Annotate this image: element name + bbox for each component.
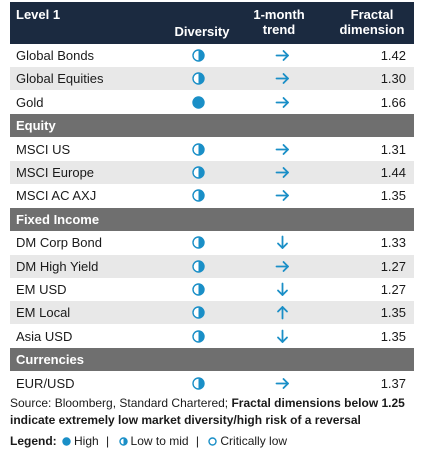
arrow-right-icon	[274, 164, 291, 181]
header-trend-line1: 1-month	[253, 7, 305, 22]
header-level1: Level 1	[16, 7, 61, 22]
asset-name: MSCI US	[16, 141, 71, 157]
low-to-mid-diversity-icon	[192, 49, 205, 62]
fractal-value: 1.66	[380, 94, 406, 110]
asset-name: Global Equities	[16, 71, 104, 87]
arrow-right-icon	[274, 375, 291, 392]
low-to-mid-diversity-icon	[192, 189, 205, 203]
legend-sep-2: |	[195, 434, 200, 448]
fractal-value: 1.31	[380, 141, 406, 157]
section-header: Fixed Income	[10, 207, 414, 231]
arrow-right-icon	[274, 70, 291, 87]
legend-critically-low: Critically low	[220, 434, 288, 448]
fractal-value: 1.27	[380, 258, 406, 274]
table-header: Level 1 Diversity 1-month trend Fractal …	[10, 2, 414, 44]
low-to-mid-diversity-icon	[118, 437, 128, 446]
arrow-right-icon	[274, 141, 291, 158]
asset-name: EM Local	[16, 305, 71, 321]
fractal-value: 1.42	[380, 48, 406, 63]
table-row: Asia USD 1.35	[10, 325, 414, 348]
legend-label: Legend:	[10, 434, 57, 448]
fractal-value: 1.27	[380, 282, 406, 297]
fractal-value: 1.35	[380, 305, 406, 321]
fractal-value: 1.33	[380, 235, 406, 251]
section-header: Currencies	[10, 348, 414, 372]
header-fractal: Fractal dimension	[332, 7, 412, 37]
section-title: Currencies	[16, 352, 84, 368]
asset-name: EUR/USD	[16, 375, 75, 391]
fractal-value: 1.35	[380, 188, 406, 204]
low-to-mid-diversity-icon	[192, 72, 205, 86]
high-diversity-icon	[192, 96, 205, 109]
low-to-mid-diversity-icon	[192, 166, 205, 179]
legend-high: High	[74, 434, 99, 448]
table-row: EUR/USD 1.37	[10, 372, 414, 395]
asset-name: EM USD	[16, 282, 67, 297]
source-bold-text: Fractal dimensions below 1.25 indicate e…	[10, 396, 405, 427]
legend: Legend: High | Low to mid | Critically l…	[10, 434, 430, 449]
arrow-right-icon	[274, 258, 291, 275]
asset-name: MSCI Europe	[16, 165, 95, 180]
low-to-mid-diversity-icon	[192, 330, 205, 343]
table-row: DM Corp Bond 1.33	[10, 231, 414, 254]
fractal-value: 1.30	[380, 71, 406, 87]
arrow-down-icon	[274, 281, 291, 298]
header-fractal-line1: Fractal	[350, 7, 394, 22]
header-trend: 1-month trend	[244, 7, 314, 37]
source-text: Source: Bloomberg, Standard Chartered;	[10, 396, 232, 410]
low-to-mid-diversity-icon	[192, 236, 205, 249]
header-diversity: Diversity	[174, 24, 230, 39]
section-header: Equity	[10, 114, 414, 138]
low-to-mid-diversity-icon	[192, 376, 205, 390]
low-to-mid-diversity-icon	[192, 142, 205, 156]
low-to-mid-diversity-icon	[192, 259, 205, 273]
fractal-value: 1.37	[380, 375, 406, 391]
legend-low-to-mid: Low to mid	[130, 434, 189, 448]
asset-name: Global Bonds	[16, 48, 95, 63]
header-trend-line2: trend	[262, 22, 296, 37]
low-to-mid-diversity-icon	[192, 283, 205, 296]
arrow-right-icon	[274, 187, 291, 204]
table-row: MSCI Europe 1.44	[10, 161, 414, 184]
arrow-down-icon	[274, 328, 291, 345]
section-title: Equity	[16, 118, 56, 134]
fractal-value: 1.35	[380, 328, 406, 344]
table-row: Global Equities 1.30	[10, 67, 414, 91]
asset-name: Gold	[16, 94, 44, 110]
asset-name: Asia USD	[16, 328, 73, 344]
table-row: DM High Yield 1.27	[10, 254, 414, 278]
asset-name: MSCI AC AXJ	[16, 188, 97, 204]
legend-sep-1: |	[106, 434, 110, 448]
fractal-value: 1.44	[380, 165, 406, 180]
table-row: EM Local 1.35	[10, 301, 414, 325]
arrow-right-icon	[274, 94, 291, 111]
arrow-up-icon	[274, 304, 291, 321]
table-row: EM USD 1.27	[10, 278, 414, 301]
section-title: Fixed Income	[16, 211, 100, 227]
high-diversity-icon	[62, 437, 71, 446]
arrow-right-icon	[274, 47, 291, 64]
asset-name: DM High Yield	[16, 258, 99, 274]
table-row: MSCI US 1.31	[10, 138, 414, 161]
arrow-down-icon	[274, 234, 291, 251]
header-fractal-line2: dimension	[339, 22, 405, 37]
critically-low-diversity-icon	[208, 437, 218, 446]
low-to-mid-diversity-icon	[192, 306, 205, 320]
table-row: Global Bonds 1.42	[10, 44, 414, 67]
asset-name: DM Corp Bond	[16, 235, 102, 251]
source-note: Source: Bloomberg, Standard Chartered; F…	[10, 395, 420, 429]
table-row: MSCI AC AXJ 1.35	[10, 184, 414, 207]
table-row: Gold 1.66	[10, 91, 414, 114]
